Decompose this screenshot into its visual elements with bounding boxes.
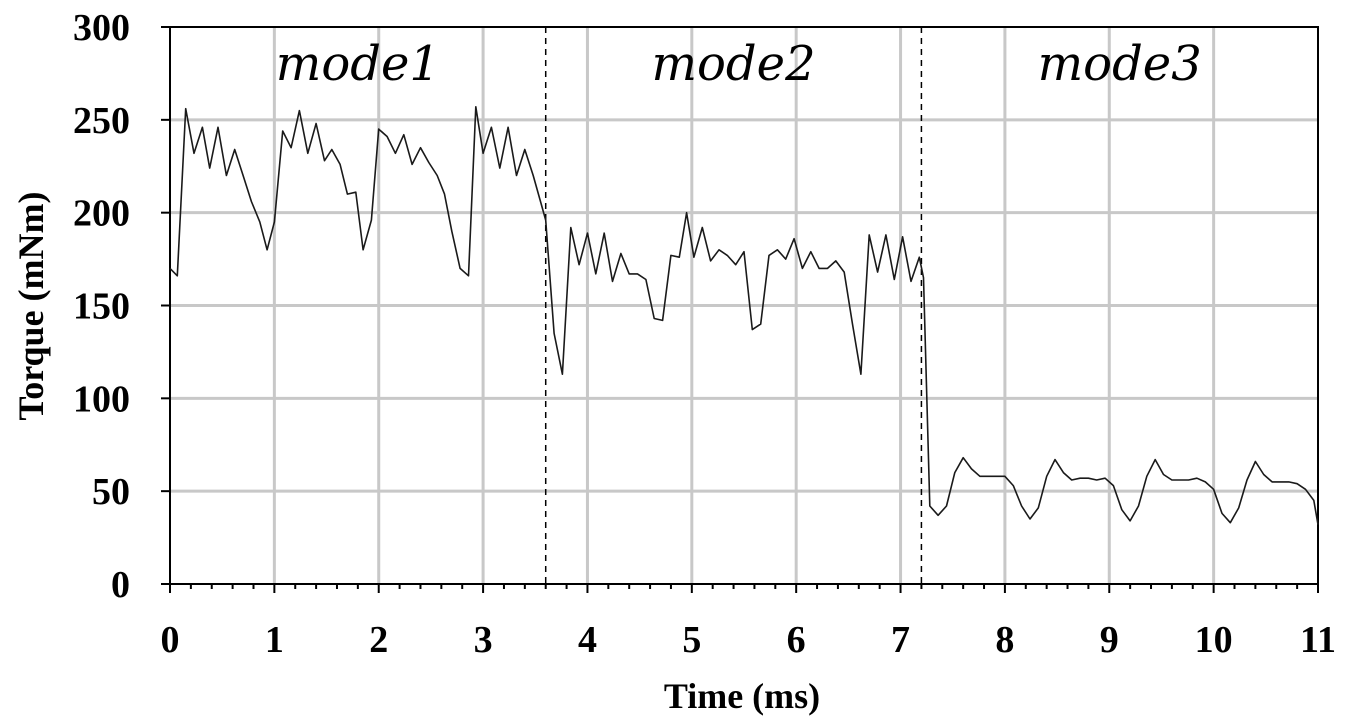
x-tick-label: 8 <box>995 619 1014 661</box>
series-layer <box>169 106 1319 525</box>
y-tick-label: 50 <box>92 471 130 513</box>
x-tick-label: 9 <box>1100 619 1119 661</box>
mode-label: mode2 <box>652 36 816 92</box>
x-axis-title: Time (ms) <box>664 676 820 716</box>
y-axis-title: Torque (mNm) <box>11 191 51 420</box>
x-tick-label: 4 <box>578 619 597 661</box>
x-tick-label: 10 <box>1195 619 1233 661</box>
y-tick-label: 300 <box>73 7 130 49</box>
mode-boundaries <box>544 27 923 584</box>
x-tick-label: 7 <box>891 619 910 661</box>
x-tick-label: 1 <box>265 619 284 661</box>
plot-frame <box>161 26 1319 593</box>
torque-series-line <box>169 106 1319 525</box>
y-tick-label: 200 <box>73 193 130 235</box>
x-tick-label: 11 <box>1300 619 1336 661</box>
mode-label: mode1 <box>276 36 440 92</box>
x-tick-label: 2 <box>369 619 388 661</box>
y-tick-label: 150 <box>73 286 130 328</box>
labels: 0 1 2 3 4 5 6 7 8 9 10 11 0 50 100 150 200 250 300 mode1 mod… <box>73 7 1336 661</box>
y-tick-label: 100 <box>73 378 130 420</box>
x-tick-label: 0 <box>161 619 180 661</box>
y-tick-label: 0 <box>111 564 130 606</box>
x-tick-label: 3 <box>474 619 493 661</box>
x-tick-label: 6 <box>787 619 806 661</box>
mode-label: mode3 <box>1038 36 1202 92</box>
x-tick-label: 5 <box>682 619 701 661</box>
grid <box>170 27 1318 584</box>
y-tick-label: 250 <box>73 100 130 142</box>
